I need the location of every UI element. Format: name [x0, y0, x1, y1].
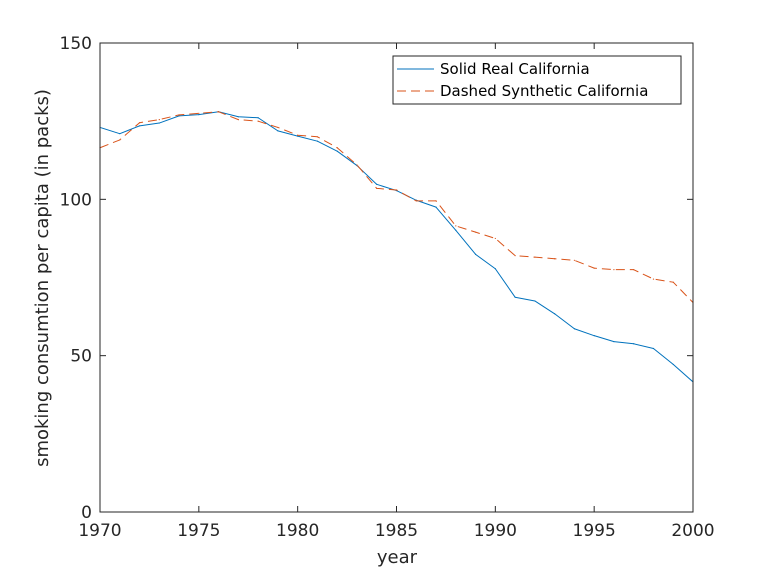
series-1-point [237, 116, 239, 118]
series-1-point [554, 313, 556, 315]
legend-label-2: Dashed Synthetic California [440, 82, 648, 100]
series-1-point [119, 133, 121, 135]
series-2-point [336, 147, 338, 149]
tick-layer: 1970 1975 1980 1985 1990 1995 2000 0 50 100 150 [60, 34, 715, 541]
series-2-point [297, 134, 299, 136]
legend: Solid Real California Dashed Synthetic Ca… [392, 55, 682, 105]
series-2-point [435, 200, 437, 202]
series-layer [99, 111, 694, 383]
series-2-point [494, 237, 496, 240]
series-2-point [257, 120, 259, 122]
series-1-point [534, 300, 536, 302]
x-tick-label: 2000 [671, 521, 714, 541]
x-tick-label: 1985 [375, 521, 418, 541]
series-2-point [613, 269, 615, 271]
series-1-point [613, 340, 615, 343]
series-2-point [534, 256, 536, 258]
series-2-point [277, 126, 279, 129]
series-1-point [652, 347, 655, 350]
series-2-point [652, 278, 655, 280]
plot-area [100, 43, 693, 512]
series-2-point [158, 119, 160, 121]
series-2-point [514, 255, 516, 257]
series-2-point [672, 281, 674, 283]
series-2-point [237, 119, 239, 121]
series-1-point [593, 335, 595, 337]
series-1-point [376, 183, 378, 185]
series-2-point [356, 164, 358, 166]
x-tick-label: 1970 [78, 521, 121, 541]
series-1-point [336, 150, 338, 152]
series-1-point [277, 130, 279, 132]
series-1-point [633, 343, 635, 345]
y-tick-label: 50 [70, 347, 92, 367]
series-2-point [218, 111, 220, 113]
series-1-point [198, 114, 200, 116]
x-tick-label: 1995 [573, 521, 616, 541]
series-2-point [395, 189, 398, 191]
series-2-point [376, 187, 378, 189]
legend-box [392, 55, 682, 105]
series-1-point [494, 268, 496, 270]
x-tick-label: 1975 [177, 521, 220, 541]
series-1-point [672, 363, 674, 366]
series-2-point [455, 225, 457, 227]
series-1-point [257, 117, 259, 119]
series-2-point [633, 269, 635, 271]
series-1-point [297, 135, 299, 137]
series-2-point [474, 231, 477, 233]
series-1-point [138, 125, 141, 127]
series-2-point [593, 267, 595, 269]
y-tick-label: 0 [81, 503, 92, 523]
series-2-point [554, 258, 556, 260]
x-axis-label: year [377, 547, 418, 568]
y-tick-label: 100 [60, 190, 92, 210]
series-2-point [138, 122, 141, 124]
legend-label-1: Solid Real California [440, 60, 590, 78]
series-1-point [158, 122, 160, 124]
series-1-point [178, 115, 180, 117]
y-tick-label: 150 [60, 34, 92, 54]
x-tick-label: 1990 [474, 521, 517, 541]
y-axis-label: smoking consumtion per capita (in packs) [32, 89, 53, 467]
series-2-point [178, 114, 180, 116]
series-1-point [316, 140, 319, 142]
series-2-point [573, 259, 576, 261]
series-2-point [119, 139, 121, 141]
series-1-point [435, 206, 437, 208]
series-1-point [455, 229, 457, 231]
series-1-point [573, 328, 576, 330]
series-2-point [415, 200, 417, 202]
x-tick-label: 1980 [276, 521, 319, 541]
series-2-point [198, 112, 200, 114]
series-1-point [514, 296, 516, 298]
series-2-point [316, 136, 319, 138]
series-1-point [474, 253, 477, 255]
